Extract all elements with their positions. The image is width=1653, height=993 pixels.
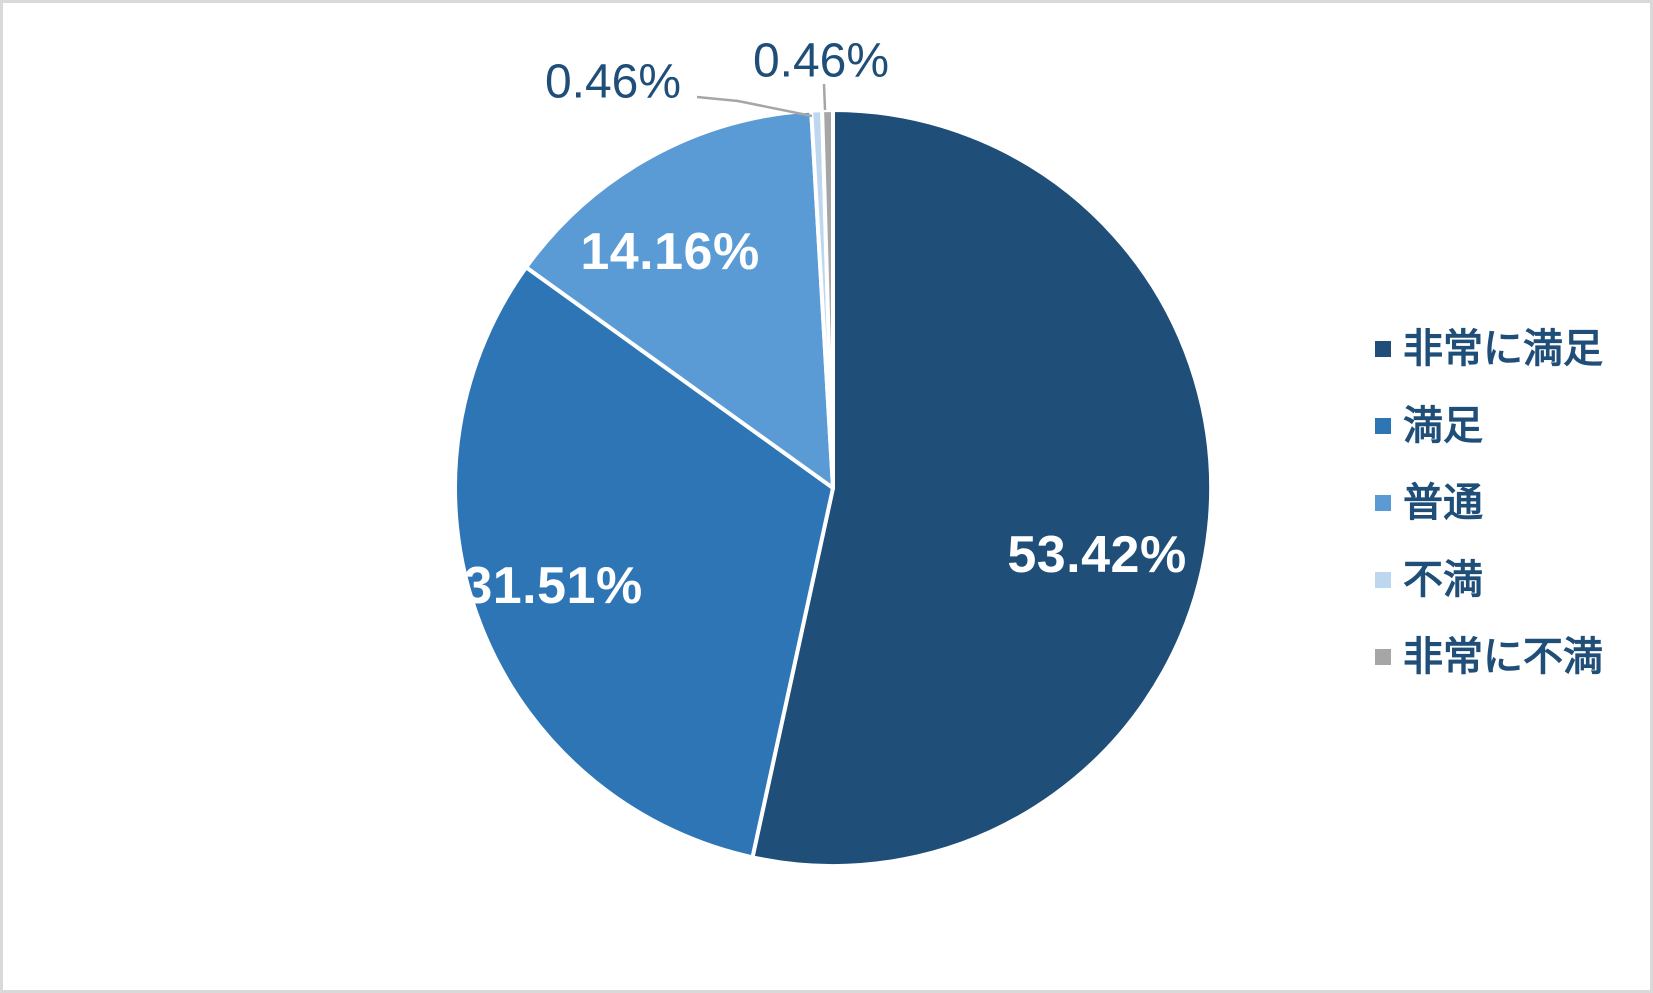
pie-slice-1 [453,265,835,860]
legend-item-manzoku: 満足 [1375,400,1603,452]
slice-label-manzoku: 31.51% [463,557,643,615]
legend-label-hijo-ni-fuman: 非常に不満 [1403,635,1603,679]
pie-slice-4 [820,108,835,490]
legend-item-hijo-ni-fuman: 非常に不満 [1375,631,1603,683]
slice-label-futsuu: 14.16% [580,223,760,281]
legend-item-fuman: 不満 [1375,554,1603,606]
leader-line-fuman [696,95,813,118]
legend-swatch-fuman [1375,572,1391,588]
leader-line-hijo-ni-fuman [822,83,827,111]
legend-swatch-hijo-ni-manzoku [1375,341,1391,357]
legend-label-fuman: 不満 [1403,558,1483,602]
legend-label-futsuu: 普通 [1403,481,1483,525]
pie-slice-2 [524,108,835,490]
pie-slice-0 [750,108,1214,868]
pie-slices [453,108,1214,868]
legend-label-manzoku: 満足 [1403,404,1483,448]
pie-chart [453,83,1214,868]
legend-item-hijo-ni-manzoku: 非常に満足 [1375,323,1603,375]
legend-item-futsuu: 普通 [1375,477,1603,529]
legend-swatch-hijo-ni-fuman [1375,649,1391,665]
slice-label-fuman: 0.46% [544,55,682,109]
slice-label-hijo-ni-manzoku: 53.42% [1007,526,1187,584]
chart-legend: 非常に満足 満足 普通 不満 非常に不満 [1375,323,1603,708]
slice-label-hijo-ni-fuman: 0.46% [752,34,890,88]
legend-label-hijo-ni-manzoku: 非常に満足 [1403,327,1603,371]
legend-swatch-manzoku [1375,418,1391,434]
legend-swatch-futsuu [1375,495,1391,511]
